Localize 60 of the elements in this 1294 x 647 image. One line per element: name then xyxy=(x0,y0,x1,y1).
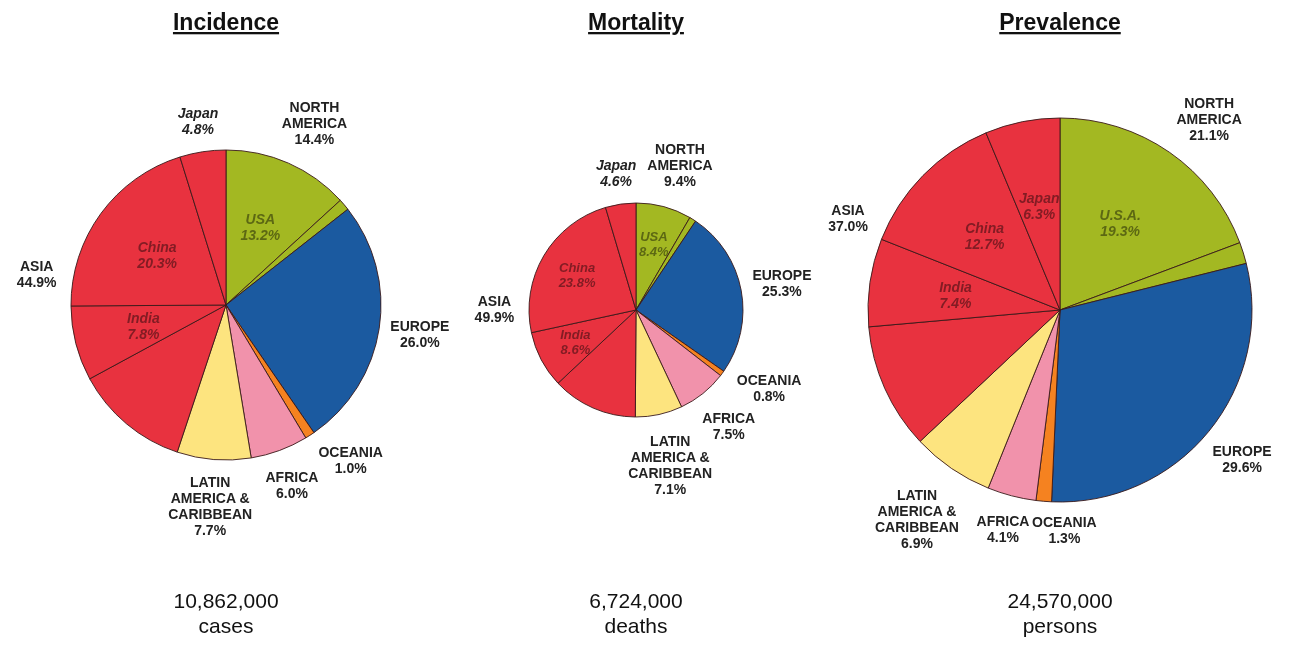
chart-title: Prevalence xyxy=(999,9,1121,35)
slice-label: LATIN AMERICA & CARIBBEAN xyxy=(168,474,253,523)
slice-label: USA xyxy=(245,210,276,227)
data-label: 29.6% xyxy=(1222,458,1263,475)
slice-label: EUROPE xyxy=(1212,442,1272,459)
text: NORTH AMERICA 21.1% xyxy=(1176,94,1242,143)
data-label: 12.7% xyxy=(964,235,1006,252)
slice-label: Japan xyxy=(1019,190,1060,207)
data-label: 6.0% xyxy=(275,484,309,501)
data-label: 8.6% xyxy=(560,341,591,357)
slice-label: AFRICA xyxy=(702,409,756,426)
data-label: 7.8% xyxy=(127,326,160,343)
text: ASIA 49.9% xyxy=(474,293,515,326)
data-label: 4.1% xyxy=(987,528,1020,545)
text: ASIA 44.9% xyxy=(16,258,58,291)
slice-label: OCEANIA xyxy=(1032,514,1097,531)
chart-title: Mortality xyxy=(588,9,685,35)
slice-label: India xyxy=(127,310,160,327)
data-label: 1.3% xyxy=(1048,530,1081,547)
data-label: 0.8% xyxy=(753,387,786,404)
data-label: 6.9% xyxy=(901,534,934,551)
data-label: 7.4% xyxy=(939,294,972,311)
slice-label: EUROPE xyxy=(390,318,450,335)
data-label: 23.8% xyxy=(557,275,596,291)
slice-label: USA xyxy=(640,228,668,244)
text: 10,862,000 cases xyxy=(173,589,279,637)
slice-label: U.S.A. xyxy=(1099,207,1141,224)
slice-label: China xyxy=(137,238,177,255)
slice-label: India xyxy=(939,278,973,295)
text: NORTH AMERICA 9.4% xyxy=(647,141,713,190)
slice-label: AFRICA xyxy=(976,512,1030,529)
slice-label: China xyxy=(558,260,596,276)
data-label: 7.7% xyxy=(194,522,227,539)
slice-label: India xyxy=(560,326,591,342)
data-label: 26.0% xyxy=(400,334,441,351)
data-label: 6.3% xyxy=(1023,206,1056,223)
data-label: 1.0% xyxy=(334,460,368,477)
slice-label: LATIN AMERICA & CARIBBEAN xyxy=(628,433,713,482)
data-label: 8.4% xyxy=(639,243,670,259)
data-label: 4.8% xyxy=(181,120,215,137)
text: 24,570,000 persons xyxy=(1007,589,1113,637)
data-label: 7.5% xyxy=(712,425,746,442)
slice-label: LATIN AMERICA & CARIBBEAN xyxy=(874,486,959,535)
slice-label: China xyxy=(965,219,1005,236)
slice-label: Japan xyxy=(177,104,219,121)
text: ASIA 37.0% xyxy=(828,202,869,235)
slice-label: Japan xyxy=(595,157,637,174)
data-label: 7.1% xyxy=(654,481,687,498)
data-label: 13.2% xyxy=(240,226,281,243)
data-label: 20.3% xyxy=(136,254,178,271)
slice-label: AFRICA xyxy=(265,468,319,485)
data-label: 19.3% xyxy=(1100,223,1141,240)
text: 6,724,000 deaths xyxy=(589,589,683,637)
text: NORTH AMERICA 14.4% xyxy=(281,98,348,147)
data-label: 25.3% xyxy=(762,282,803,299)
data-label: 4.6% xyxy=(599,173,633,190)
chart-title: Incidence xyxy=(172,9,280,35)
slice-label: EUROPE xyxy=(752,266,812,283)
slice-label: OCEANIA xyxy=(318,444,383,461)
slice-label: OCEANIA xyxy=(736,371,802,388)
